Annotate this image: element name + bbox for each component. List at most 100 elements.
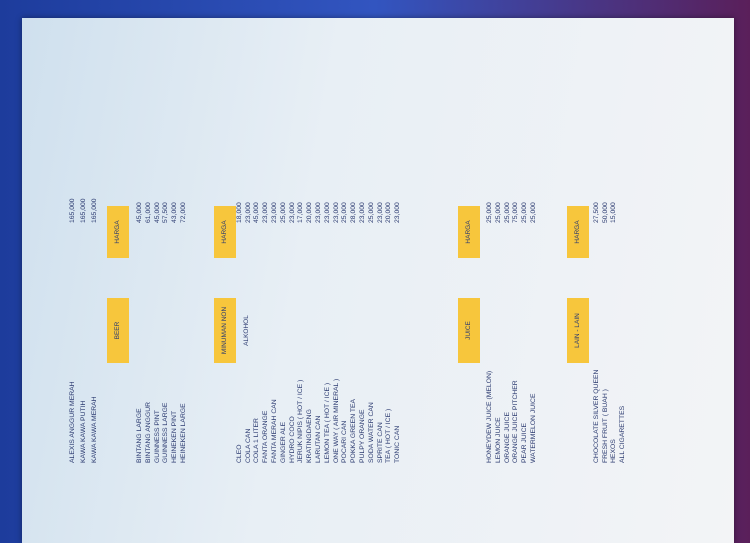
item-price: 50,000 (601, 202, 609, 223)
section-items: CLEO 18,000 COLA CAN 23,000 COLA 1 LITER 45,0… (236, 18, 403, 508)
price-header: HARGA (457, 206, 480, 258)
item-name: HONEYDEW JUICE (MELON) (485, 370, 493, 463)
item-price: 23,000 (376, 202, 384, 223)
item-name: PULPY ORANGE (358, 409, 366, 463)
item-name: WATERMELON JUICE (529, 393, 537, 463)
item-name: PEAR JUICE (521, 422, 529, 463)
section-title: JUICE (457, 298, 480, 363)
item-price: 75,000 (512, 202, 520, 223)
item-price: 23,000 (332, 202, 340, 223)
item-name: FANTA ORANGE (262, 410, 270, 463)
item-name: POCARI CAN (341, 420, 349, 463)
item-price: 17,000 (297, 202, 305, 223)
item-price: 25,000 (341, 202, 349, 223)
wine-list: ALEXIS ANGGUR MERAH 165,000 KAWA KAWA PUTI… (67, 18, 100, 508)
item-price: 23,000 (270, 202, 278, 223)
item-name: CHOCOLATE SILVER QUEEN (592, 369, 600, 463)
item-price: 20,000 (306, 202, 314, 223)
item-price: 23,000 (314, 202, 322, 223)
item-price: 165,000 (69, 198, 76, 223)
section-title: MINUMAN NON ALKOHOL (213, 298, 250, 363)
menu-paper: ALEXIS ANGGUR MERAH 165,000 KAWA KAWA PUTI… (22, 18, 734, 543)
section-header: BEER HARGA (107, 18, 129, 508)
menu-item: WATERMELON JUICE 25,000 (530, 18, 539, 508)
menu-item: PEAR JUICE 25,000 (521, 18, 530, 508)
section-title: BEER (107, 298, 129, 363)
menu-item: KAWA KAWA MERAH 165,000 (89, 18, 100, 508)
item-name: LARUTAN CAN (314, 415, 322, 463)
item-price: 25,000 (485, 202, 493, 223)
item-name: COLA CAN (244, 428, 252, 463)
section-header: LAIN - LAIN HARGA (566, 18, 589, 508)
section-items: CHOCOLATE SILVER QUEEN 27,500 FRESH FRUIT … (593, 18, 628, 508)
item-price: 43,000 (171, 202, 179, 223)
item-price: 25,000 (521, 202, 529, 223)
item-price: 45,000 (253, 202, 261, 223)
menu-item: ALL CIGARETTES (619, 18, 628, 508)
item-name: ORANGE JUICE (503, 412, 511, 463)
item-name: ALL CIGARETTES (619, 405, 627, 463)
item-name: LEMON TEA ( HOT / ICE ) (323, 382, 331, 463)
menu-item: HEXOS 15,000 (610, 18, 619, 508)
menu-item: BINTANG ANGGUR 61,000 (145, 18, 154, 508)
menu-item: CLEO 18,000 (236, 18, 245, 508)
menu-item: ORANGE JUICE 25,000 (504, 18, 513, 508)
menu-item: GUINNESS PINT 45,000 (154, 18, 163, 508)
menu-section: MINUMAN NON ALKOHOL HARGA CLEO 18,000 COLA C… (213, 18, 403, 508)
menu-section: JUICE HARGA HONEYDEW JUICE (MELON) 25,000 LE… (457, 18, 539, 508)
menu-item: ORANGE JUICE PITCHER 75,000 (512, 18, 521, 508)
item-price: 45,000 (136, 202, 143, 223)
item-price: 23,000 (358, 202, 366, 223)
menu-item: TEA ( HOT / ICE ) 20,000 (385, 18, 394, 508)
item-name: BINTANG ANGGUR (144, 401, 152, 463)
price-header: HARGA (566, 206, 589, 258)
menu-item: POKKA GREEN TEA 28,000 (350, 18, 359, 508)
menu-item: KAWA KAWA PUTIH 165,000 (78, 18, 89, 508)
item-price: 23,000 (394, 202, 402, 223)
item-price: 28,000 (350, 202, 358, 223)
menu-item: HONEYDEW JUICE (MELON) 25,000 (486, 18, 495, 508)
item-name: HYDRO COCO (288, 416, 296, 463)
item-price: 25,000 (503, 202, 511, 223)
item-price: 20,000 (385, 202, 393, 223)
item-price: 15,000 (610, 202, 618, 223)
item-name: FANTA MERAH CAN (270, 399, 278, 463)
section-items: HONEYDEW JUICE (MELON) 25,000 LEMON JUICE 2… (486, 18, 539, 508)
item-price: 23,000 (262, 202, 270, 223)
price-header: HARGA (213, 206, 236, 258)
item-name: HEINEKEN PINT (171, 410, 179, 463)
menu-item: KRATINGDAENG 20,000 (306, 18, 315, 508)
menu-item: ONE WAY ( AIR MINERAL ) 23,000 (333, 18, 342, 508)
item-name: HEINEKEN LARGE (179, 403, 187, 463)
item-name: KAWA KAWA MERAH (91, 396, 98, 463)
item-name: KRATINGDAENG (306, 409, 314, 463)
item-price: 25,000 (494, 202, 502, 223)
menu-item: CHOCOLATE SILVER QUEEN 27,500 (593, 18, 602, 508)
menu-item: FANTA MERAH CAN 23,000 (271, 18, 280, 508)
menu-item: GUINNESS LARGE 57,500 (162, 18, 171, 508)
section-title: LAIN - LAIN (566, 298, 589, 363)
item-price: 18,000 (235, 202, 243, 223)
item-name: KAWA KAWA PUTIH (80, 400, 87, 463)
menu-item: POCARI CAN 25,000 (341, 18, 350, 508)
item-price: 27,500 (592, 202, 600, 223)
menu-item: JERUK NIPIS ( HOT / ICE ) 17,000 (297, 18, 306, 508)
item-price: 165,000 (91, 198, 98, 223)
item-price: 165,000 (80, 198, 87, 223)
item-name: ORANGE JUICE PITCHER (512, 380, 520, 463)
menu-sheet: ALEXIS ANGGUR MERAH 165,000 KAWA KAWA PUTI… (62, 18, 750, 508)
item-name: FRESH FRUIT ( BUAH ) (601, 389, 609, 463)
item-name: GUINNESS LARGE (162, 402, 170, 463)
menu-item: LEMON TEA ( HOT / ICE ) 23,000 (324, 18, 333, 508)
item-price: 57,500 (162, 202, 170, 223)
menu-item: COLA 1 LITER 45,000 (253, 18, 262, 508)
item-name: TONIC CAN (394, 425, 402, 463)
item-price: 61,000 (144, 202, 152, 223)
item-name: SPRITE CAN (376, 422, 384, 463)
menu-item: SPRITE CAN 23,000 (377, 18, 386, 508)
menu-item: TONIC CAN 23,000 (394, 18, 403, 508)
price-header: HARGA (107, 206, 129, 258)
item-name: POKKA GREEN TEA (350, 398, 358, 463)
menu-section: LAIN - LAIN HARGA CHOCOLATE SILVER QUEEN 27… (566, 18, 628, 508)
